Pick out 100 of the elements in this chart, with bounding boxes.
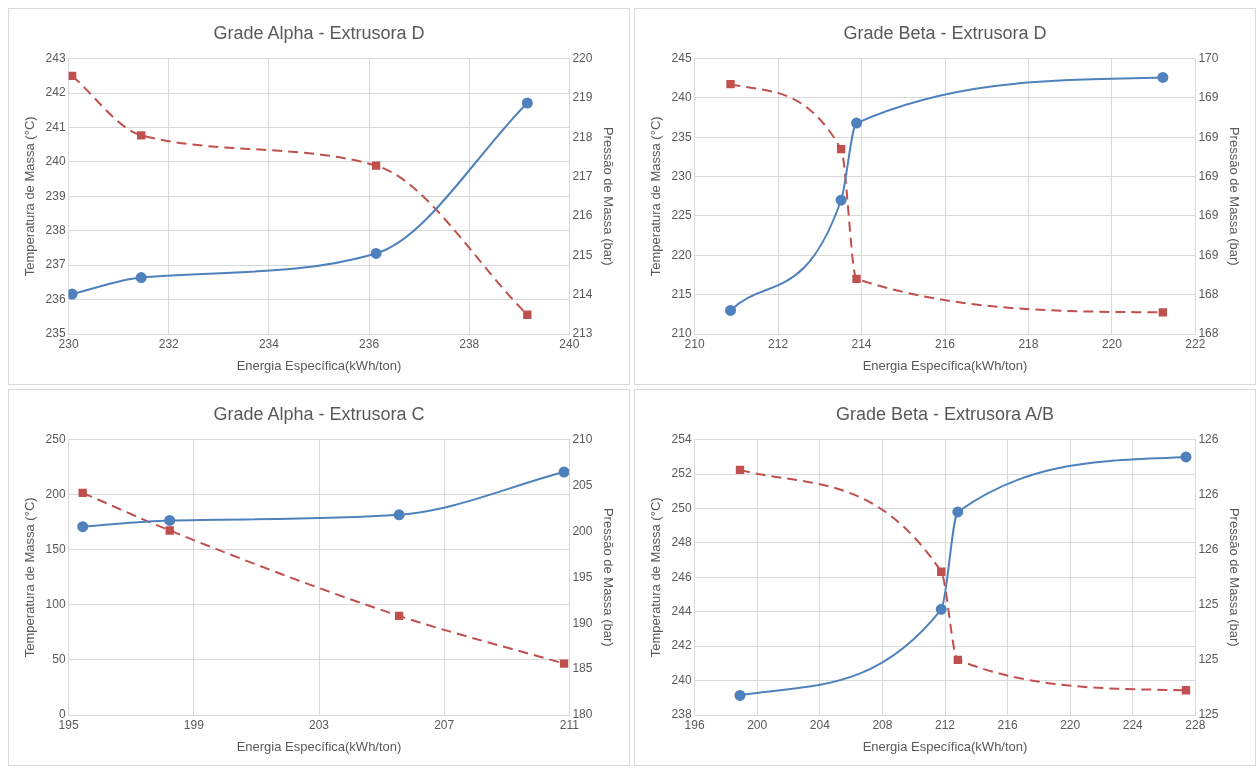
y-axis-title: Temperatura de Massa (°C) — [22, 116, 38, 277]
point — [726, 79, 735, 89]
x-tick-label: 210 — [684, 336, 705, 351]
chart-title: Grade Beta - Extrusora A/B — [835, 403, 1055, 424]
y2-tick-label: 126 — [1198, 486, 1219, 501]
point — [77, 521, 89, 533]
y2-tick-label: 168 — [1198, 286, 1219, 301]
y-tick-label: 238 — [45, 223, 66, 238]
y2-tick-label: 169 — [1198, 168, 1219, 183]
x-tick-label: 216 — [934, 336, 956, 351]
y2-tick-label: 185 — [572, 661, 593, 676]
y2-tick-label: 126 — [1198, 431, 1219, 446]
chart-title: Grade Beta - Extrusora D — [843, 22, 1047, 43]
point — [835, 194, 847, 206]
y2-tick-label: 126 — [1198, 542, 1219, 557]
point — [735, 465, 745, 475]
y-tick-label: 200 — [45, 486, 66, 501]
y-tick-label: 243 — [45, 50, 66, 65]
y-tick-label: 242 — [45, 85, 66, 100]
point — [851, 117, 863, 129]
x-tick-label: 208 — [872, 717, 893, 732]
y2-tick-label: 169 — [1198, 247, 1219, 262]
y-tick-label: 246 — [671, 569, 692, 584]
point — [852, 274, 861, 284]
point — [393, 509, 405, 521]
point — [1158, 308, 1168, 317]
x-tick-label: 220 — [1060, 717, 1081, 732]
x-tick-label: 212 — [768, 336, 789, 351]
y2-axis-title: Pressão de Massa (bar) — [600, 507, 616, 647]
y2-tick-label: 195 — [572, 569, 593, 584]
point — [937, 567, 946, 576]
point — [164, 514, 176, 526]
y-tick-label: 240 — [671, 672, 692, 687]
x-tick-label: 200 — [747, 717, 768, 732]
point — [935, 603, 947, 615]
x-tick-label: 211 — [559, 717, 580, 732]
point — [1180, 451, 1192, 463]
point — [370, 247, 382, 259]
point — [1181, 686, 1191, 695]
y2-tick-label: 169 — [1198, 208, 1219, 223]
y2-tick-label: 220 — [572, 50, 593, 65]
y-axis-title: Temperatura de Massa (°C) — [648, 116, 664, 277]
x-tick-label: 196 — [684, 717, 705, 732]
point — [521, 97, 533, 109]
x-tick-label: 218 — [1018, 336, 1039, 351]
y-tick-label: 237 — [45, 257, 66, 272]
chart-title: Grade Alpha - Extrusora C — [213, 403, 425, 424]
y-tick-label: 230 — [671, 168, 692, 183]
y2-tick-label: 200 — [572, 523, 593, 538]
point — [78, 488, 87, 498]
y-tick-label: 50 — [52, 652, 66, 667]
x-tick-label: 195 — [58, 717, 79, 732]
y2-axis-title: Pressão de Massa (bar) — [600, 126, 616, 266]
y2-tick-label: 170 — [1198, 50, 1219, 65]
y-tick-label: 240 — [671, 90, 692, 105]
y2-tick-label: 218 — [572, 129, 593, 144]
y2-tick-label: 169 — [1198, 90, 1219, 105]
y-tick-label: 241 — [45, 119, 66, 134]
x-tick-label: 238 — [459, 336, 480, 351]
y2-tick-label: 217 — [572, 168, 593, 183]
y2-tick-label: 190 — [572, 615, 593, 630]
x-tick-label: 214 — [851, 336, 872, 351]
y-tick-label: 250 — [45, 431, 66, 446]
y-tick-label: 100 — [45, 597, 66, 612]
x-axis-title: Energia Específica(kWh/ton) — [236, 738, 402, 754]
y2-tick-label: 169 — [1198, 129, 1219, 144]
y-tick-label: 236 — [45, 291, 66, 306]
y-tick-label: 248 — [671, 535, 692, 550]
x-tick-label: 204 — [809, 717, 831, 732]
y-tick-label: 245 — [671, 50, 692, 65]
x-tick-label: 212 — [934, 717, 956, 732]
y-axis-title: Temperatura de Massa (°C) — [22, 497, 38, 658]
y2-tick-label: 125 — [1198, 597, 1219, 612]
y-axis-title: Temperatura de Massa (°C) — [648, 497, 664, 658]
y2-tick-label: 125 — [1198, 652, 1219, 667]
y-tick-label: 254 — [671, 431, 692, 446]
point — [734, 689, 746, 701]
point — [135, 272, 147, 284]
y-tick-label: 215 — [671, 286, 692, 301]
x-axis-title: Energia Específica(kWh/ton) — [236, 357, 402, 373]
y2-tick-label: 219 — [572, 90, 593, 105]
y-tick-label: 242 — [671, 638, 692, 653]
point — [137, 131, 146, 140]
y-tick-label: 240 — [45, 154, 66, 169]
y2-tick-label: 214 — [572, 286, 593, 301]
x-tick-label: 232 — [158, 336, 180, 351]
x-tick-label: 216 — [997, 717, 1018, 732]
point — [558, 466, 570, 478]
y-tick-label: 220 — [671, 247, 692, 262]
point — [371, 161, 381, 170]
y2-tick-label: 216 — [572, 208, 593, 223]
y-tick-label: 235 — [671, 129, 692, 144]
y-tick-label: 244 — [671, 604, 692, 619]
x-tick-label: 234 — [258, 336, 280, 351]
x-axis-title: Energia Específica(kWh/ton) — [862, 357, 1028, 373]
x-tick-label: 236 — [359, 336, 380, 351]
point — [68, 288, 78, 300]
point — [952, 506, 964, 518]
y-tick-label: 225 — [671, 208, 692, 223]
y2-tick-label: 210 — [572, 431, 593, 446]
